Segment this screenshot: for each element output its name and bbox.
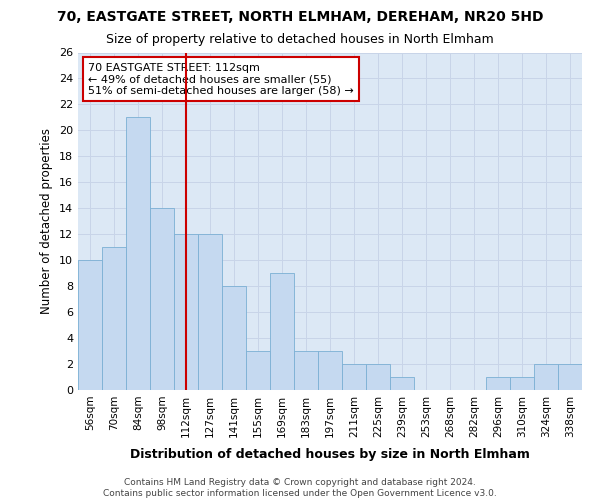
Text: Size of property relative to detached houses in North Elmham: Size of property relative to detached ho… [106,32,494,46]
Bar [198,234,222,390]
Text: 70, EASTGATE STREET, NORTH ELMHAM, DEREHAM, NR20 5HD: 70, EASTGATE STREET, NORTH ELMHAM, DEREH… [57,10,543,24]
Bar [102,247,126,390]
Bar [486,377,510,390]
Bar [150,208,174,390]
Bar [78,260,102,390]
Y-axis label: Number of detached properties: Number of detached properties [40,128,53,314]
Bar [366,364,390,390]
Bar [126,118,150,390]
Bar [174,234,198,390]
Bar [390,377,414,390]
X-axis label: Distribution of detached houses by size in North Elmham: Distribution of detached houses by size … [130,448,530,461]
Bar [534,364,558,390]
Bar [558,364,582,390]
Bar [294,351,318,390]
Text: 70 EASTGATE STREET: 112sqm
← 49% of detached houses are smaller (55)
51% of semi: 70 EASTGATE STREET: 112sqm ← 49% of deta… [88,62,354,96]
Bar [270,273,294,390]
Bar [342,364,366,390]
Bar [222,286,246,390]
Bar [510,377,534,390]
Text: Contains HM Land Registry data © Crown copyright and database right 2024.
Contai: Contains HM Land Registry data © Crown c… [103,478,497,498]
Bar [246,351,270,390]
Bar [318,351,342,390]
